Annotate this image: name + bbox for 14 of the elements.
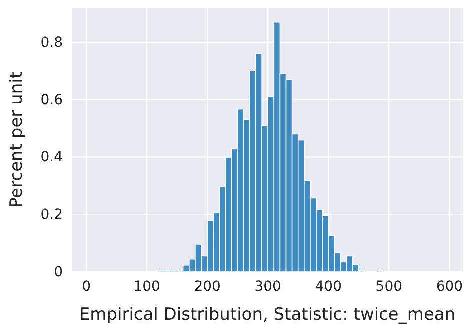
y-axis-title: Percent per unit — [7, 72, 27, 208]
x-tick-label: 0 — [82, 278, 91, 295]
y-tick-label: 0.2 — [40, 207, 63, 224]
x-axis-title: Empirical Distribution, Statistic: twice_mean — [79, 305, 456, 325]
y-tick-label: 0.6 — [40, 92, 64, 108]
y-tick-label: 0.4 — [40, 150, 64, 166]
y-tick-label: 0 — [54, 264, 63, 280]
x-tick-label: 100 — [134, 278, 160, 295]
y-tick-label: 0.8 — [40, 34, 63, 51]
x-tick-label: 400 — [315, 278, 342, 295]
x-tick-label: 200 — [194, 278, 221, 295]
x-tick-label: 600 — [436, 278, 464, 295]
x-tick-label: 500 — [376, 278, 403, 295]
x-tick-label: 300 — [254, 278, 282, 295]
